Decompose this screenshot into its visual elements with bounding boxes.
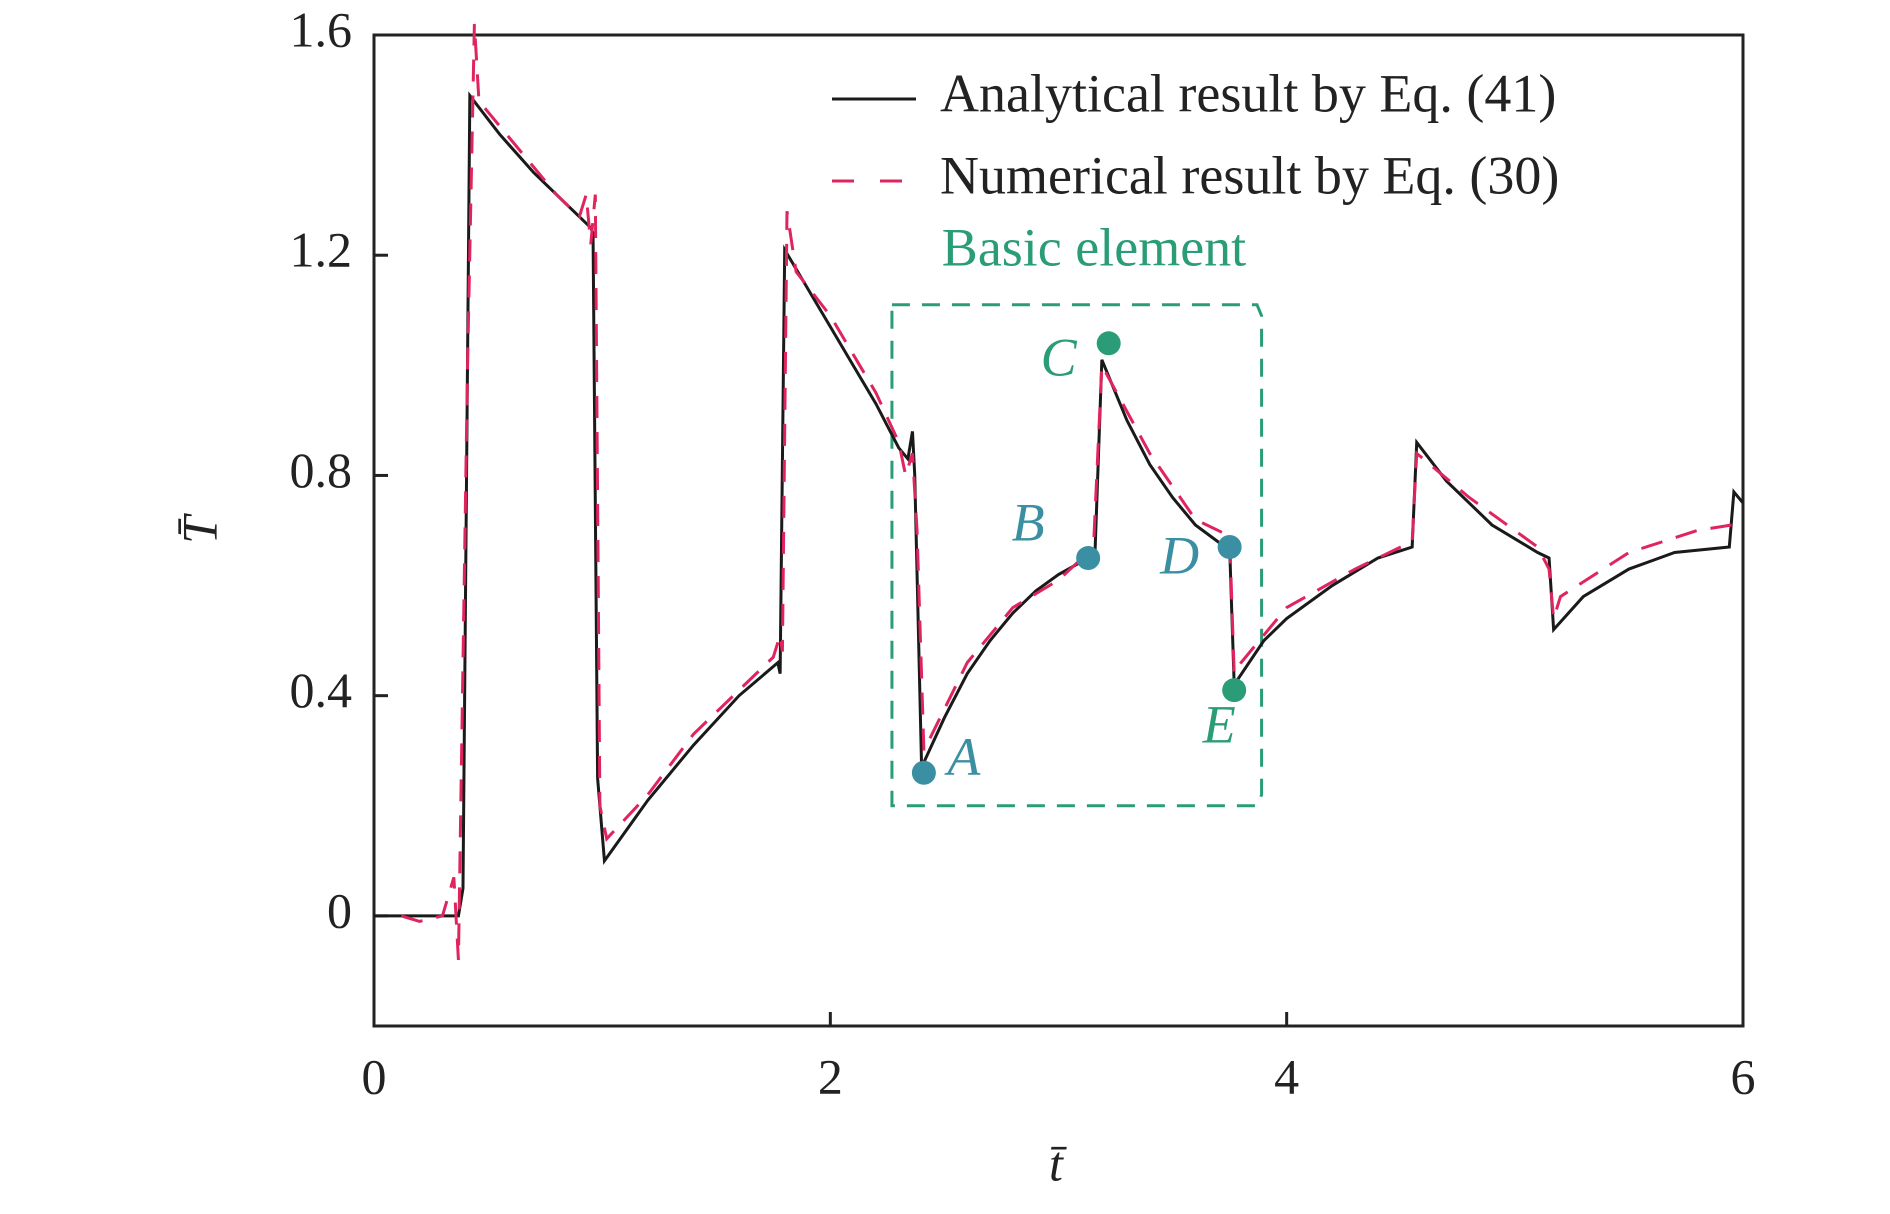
- point-label: E: [1202, 695, 1236, 755]
- element-box: [890, 303, 1264, 808]
- y-tick-label: 0.4: [290, 662, 353, 718]
- plot-frame: [372, 33, 1745, 1028]
- y-axis-label: T̄: [171, 513, 227, 544]
- y-tick-label: 1.6: [290, 1, 353, 57]
- point-label: D: [1159, 525, 1199, 585]
- series-line: [400, 23, 1732, 961]
- legend-label: Analytical result by Eq. (41): [940, 63, 1556, 123]
- key-point: [911, 760, 936, 785]
- annotation: Basic element: [942, 217, 1246, 277]
- key-point: [1096, 331, 1121, 356]
- x-tick-label: 6: [1731, 1048, 1756, 1104]
- legend-label: Numerical result by Eq. (30): [940, 145, 1559, 205]
- key-point: [1222, 678, 1247, 703]
- key-point: [1217, 535, 1242, 560]
- x-tick-label: 0: [362, 1048, 387, 1104]
- series-line: [374, 91, 1745, 918]
- x-tick-label: 2: [818, 1048, 843, 1104]
- point-label: C: [1041, 328, 1078, 388]
- key-point: [1076, 546, 1101, 571]
- x-axis-label: t̄: [1049, 1135, 1068, 1191]
- point-label: A: [944, 727, 981, 787]
- y-tick-label: 0: [327, 882, 352, 938]
- y-tick-label: 0.8: [290, 442, 353, 498]
- y-tick-label: 1.2: [290, 222, 353, 278]
- x-tick-label: 4: [1274, 1048, 1299, 1104]
- point-label: B: [1012, 492, 1045, 552]
